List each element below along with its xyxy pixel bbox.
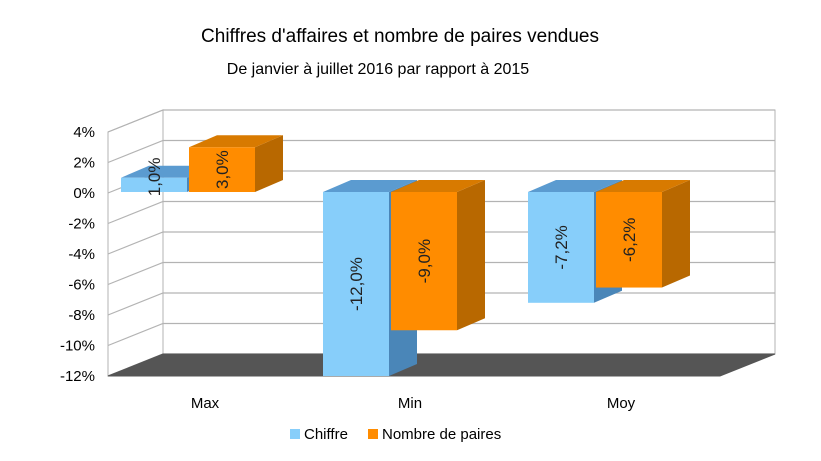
y-tick-label: -4%	[68, 246, 95, 263]
legend-label: Chiffre	[304, 426, 348, 443]
x-category-label: Moy	[607, 395, 636, 412]
bar-side	[457, 180, 485, 331]
legend-swatch	[290, 429, 300, 439]
chart-floor	[107, 353, 776, 377]
bar-top	[528, 180, 622, 192]
data-label: -12,0%	[347, 257, 366, 311]
chart-floor-plane	[107, 353, 776, 377]
data-label: 1,0%	[145, 158, 164, 197]
bar	[121, 177, 187, 192]
data-label: -7,2%	[552, 225, 571, 269]
bar-side	[255, 135, 283, 192]
legend-label: Nombre de paires	[382, 426, 501, 443]
y-axis-ticks: 4% 2% 0% -2% -4% -6% -8% -10% -12%	[60, 124, 95, 385]
bar	[189, 147, 255, 192]
y-tick-label: -2%	[68, 216, 95, 233]
data-label: -6,2%	[620, 218, 639, 262]
bar	[596, 192, 662, 288]
x-axis-categories: Max Min Moy	[191, 395, 636, 412]
bar-top	[596, 180, 690, 192]
chart-data-labels: 1,0% 3,0% -12,0% -9,0% -7,2% -6,2%	[145, 150, 639, 311]
bar-top	[391, 180, 485, 192]
y-tick-label: 0%	[73, 185, 95, 202]
data-label: -9,0%	[415, 239, 434, 283]
gridline	[107, 322, 775, 347]
bar	[391, 192, 457, 331]
bar-top	[323, 180, 417, 192]
y-tick-label: 2%	[73, 155, 95, 172]
gridline	[107, 139, 775, 164]
bar	[528, 192, 594, 303]
data-label: 3,0%	[213, 150, 232, 189]
y-tick-label: -8%	[68, 307, 95, 324]
chart-title: Chiffres d'affaires et nombre de paires …	[201, 26, 599, 47]
bar-top	[189, 135, 283, 148]
x-category-label: Min	[398, 395, 422, 412]
y-tick-label: -10%	[60, 338, 95, 355]
y-tick-label: -6%	[68, 277, 95, 294]
gridline	[107, 109, 775, 133]
y-tick-label: -12%	[60, 368, 95, 385]
bar	[323, 192, 389, 376]
chart-bars	[121, 135, 690, 376]
y-tick-label: 4%	[73, 124, 95, 141]
chart-subtitle: De janvier à juillet 2016 par rapport à …	[227, 61, 530, 78]
chart-legend: Chiffre Nombre de paires	[290, 426, 501, 443]
legend-swatch	[368, 429, 378, 439]
x-category-label: Max	[191, 395, 220, 412]
bar-side	[662, 180, 690, 288]
